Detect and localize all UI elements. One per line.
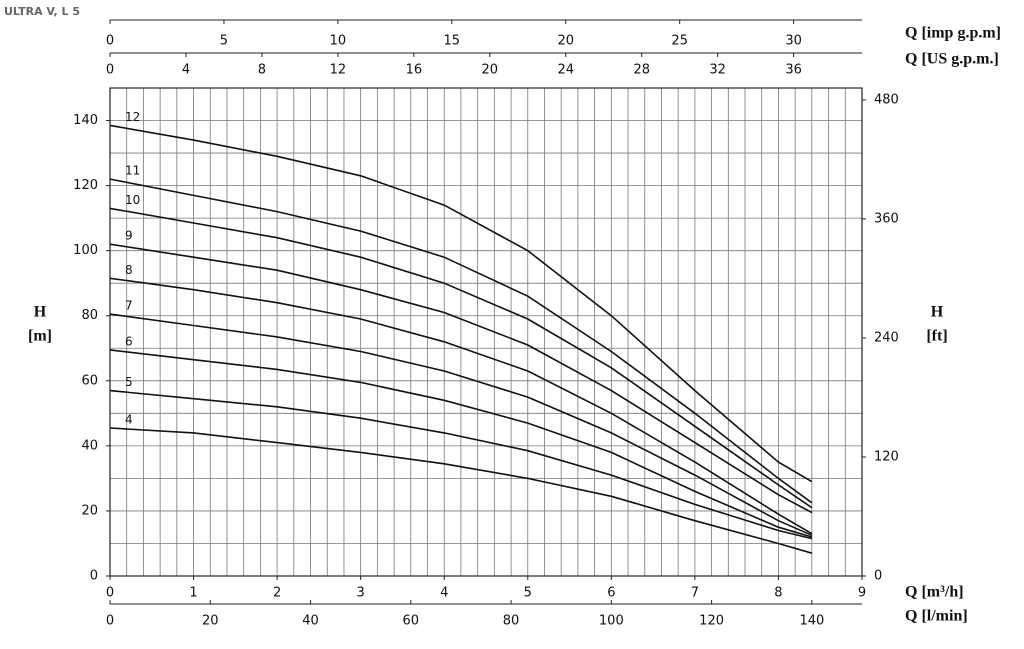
curve-label: 6	[125, 334, 133, 348]
top-tick-label: 4	[182, 63, 190, 78]
y-tick-label: 120	[73, 178, 98, 193]
y-tick-label: 140	[73, 113, 98, 128]
x-label: Q [m³/h]	[905, 584, 964, 601]
x-tick-label: 2	[273, 586, 281, 601]
y-tick-label: 20	[81, 503, 98, 518]
x-tick-label: 0	[106, 586, 114, 601]
top-tick-label: 0	[106, 34, 114, 49]
x2-tick-label: 140	[799, 614, 824, 629]
x2-tick-label: 0	[106, 614, 114, 629]
y-unit: [m]	[28, 328, 52, 345]
x2-label: Q [l/min]	[905, 608, 968, 625]
curve	[109, 207, 813, 509]
x2-tick-label: 60	[403, 614, 420, 629]
y2-label: H	[931, 304, 944, 321]
x-tick-label: 4	[440, 586, 448, 601]
curve-label: 7	[125, 299, 133, 313]
y2-tick-label: 120	[874, 449, 899, 464]
x2-tick-label: 80	[503, 614, 520, 629]
top-tick-label: 16	[406, 63, 423, 78]
curve-label: 5	[125, 375, 133, 389]
x-tick-label: 9	[858, 586, 866, 601]
top-tick-label: 25	[671, 34, 688, 49]
curve	[109, 427, 813, 554]
curve	[109, 349, 813, 538]
top-tick-label: 36	[785, 63, 802, 78]
curve	[109, 277, 813, 535]
top-tick-label: 20	[557, 34, 574, 49]
x-tick-label: 8	[774, 586, 782, 601]
x-tick-label: 6	[607, 586, 615, 601]
chart-title: ULTRA V, L 5	[4, 5, 80, 18]
top-tick-label: 12	[330, 63, 347, 78]
y2-tick-label: 0	[874, 569, 882, 584]
curve	[109, 313, 813, 537]
curve-label: 9	[125, 229, 133, 243]
x2-tick-label: 40	[302, 614, 319, 629]
top-tick-label: 24	[557, 63, 574, 78]
y2-unit: [ft]	[926, 328, 947, 345]
top-tick-label: 28	[633, 63, 650, 78]
y2-tick-label: 240	[874, 330, 899, 345]
x-tick-label: 7	[691, 586, 699, 601]
top-tick-label: 20	[482, 63, 499, 78]
top-tick-label: 15	[444, 34, 461, 49]
top-tick-label: 5	[220, 34, 228, 49]
x2-tick-label: 20	[202, 614, 219, 629]
curve-label: 4	[125, 412, 133, 426]
top-axis-label: Q [imp g.p.m]	[905, 25, 1001, 42]
x2-tick-label: 120	[699, 614, 724, 629]
curve	[109, 243, 813, 514]
y2-tick-label: 360	[874, 211, 899, 226]
y-tick-label: 40	[81, 438, 98, 453]
x-tick-label: 3	[357, 586, 365, 601]
top-tick-label: 8	[258, 63, 266, 78]
x-tick-label: 1	[189, 586, 197, 601]
curve	[109, 178, 813, 504]
top-tick-label: 30	[785, 34, 802, 49]
y2-tick-label: 480	[874, 92, 899, 107]
y-tick-label: 0	[90, 569, 98, 584]
curve-label: 12	[125, 110, 140, 124]
curve	[109, 389, 813, 540]
top-tick-label: 0	[106, 63, 114, 78]
x-tick-label: 5	[524, 586, 532, 601]
curve-label: 10	[125, 193, 140, 207]
y-tick-label: 80	[81, 308, 98, 323]
x2-tick-label: 100	[599, 614, 624, 629]
top-axis-label: Q [US g.p.m.]	[905, 51, 999, 68]
y-label: H	[34, 304, 47, 321]
curve-label: 11	[125, 164, 140, 178]
curve	[109, 124, 813, 483]
y-tick-label: 60	[81, 373, 98, 388]
y-tick-label: 100	[73, 243, 98, 258]
curve-label: 8	[125, 263, 133, 277]
top-tick-label: 32	[709, 63, 726, 78]
top-tick-label: 10	[330, 34, 347, 49]
plot-frame	[109, 87, 863, 577]
